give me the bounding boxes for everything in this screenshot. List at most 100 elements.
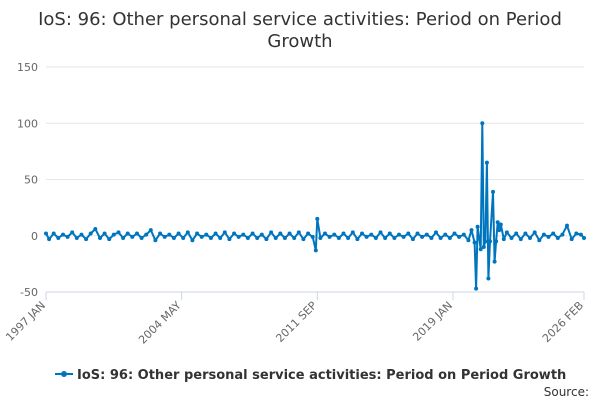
- series-point[interactable]: [461, 232, 466, 237]
- series-point[interactable]: [491, 189, 495, 194]
- series-point[interactable]: [199, 234, 204, 239]
- series-point[interactable]: [162, 234, 167, 239]
- series-point[interactable]: [457, 234, 462, 239]
- series-point[interactable]: [107, 237, 112, 242]
- series-point[interactable]: [323, 231, 327, 236]
- series-point[interactable]: [79, 232, 84, 237]
- series-point[interactable]: [492, 259, 497, 264]
- series-point[interactable]: [373, 236, 378, 240]
- series-point[interactable]: [355, 237, 360, 242]
- series-point[interactable]: [488, 239, 492, 244]
- series-point[interactable]: [484, 160, 489, 165]
- series-point[interactable]: [551, 231, 556, 236]
- series-point[interactable]: [310, 234, 315, 239]
- series-point[interactable]: [532, 230, 537, 235]
- series-point[interactable]: [350, 230, 355, 235]
- series-point[interactable]: [236, 234, 241, 239]
- series-point[interactable]: [208, 236, 213, 240]
- series-point[interactable]: [495, 220, 500, 225]
- series-point[interactable]: [336, 236, 341, 240]
- series-point[interactable]: [61, 232, 65, 237]
- series-point[interactable]: [332, 232, 337, 237]
- series-point[interactable]: [269, 230, 274, 235]
- series-point[interactable]: [565, 223, 569, 228]
- series-point[interactable]: [259, 232, 264, 237]
- series-point[interactable]: [282, 236, 287, 240]
- series-point[interactable]: [148, 228, 153, 233]
- series-point[interactable]: [378, 230, 383, 235]
- series-point[interactable]: [369, 232, 374, 237]
- series-point[interactable]: [278, 231, 283, 236]
- series-point[interactable]: [578, 232, 583, 237]
- series-point[interactable]: [264, 237, 269, 242]
- series-point[interactable]: [93, 227, 98, 231]
- series-point[interactable]: [222, 230, 227, 235]
- series-point[interactable]: [315, 216, 320, 221]
- series-point[interactable]: [190, 238, 195, 243]
- series-point[interactable]: [44, 231, 48, 236]
- series-point[interactable]: [70, 230, 75, 235]
- series-point[interactable]: [528, 236, 532, 240]
- series-point[interactable]: [84, 237, 89, 242]
- series-point[interactable]: [387, 231, 392, 236]
- series-point[interactable]: [171, 236, 176, 240]
- series-point[interactable]: [130, 234, 135, 239]
- series-point[interactable]: [401, 234, 406, 239]
- series-point[interactable]: [569, 237, 574, 242]
- series-point[interactable]: [447, 236, 452, 240]
- series-point[interactable]: [227, 237, 232, 242]
- series-point[interactable]: [47, 237, 52, 242]
- series-point[interactable]: [125, 231, 130, 236]
- series-point[interactable]: [65, 234, 70, 239]
- series-point[interactable]: [250, 231, 255, 236]
- series-point[interactable]: [88, 231, 93, 236]
- series-point[interactable]: [483, 239, 488, 244]
- series-point[interactable]: [116, 230, 121, 235]
- series-point[interactable]: [392, 236, 397, 240]
- series-point[interactable]: [139, 236, 144, 240]
- series-point[interactable]: [480, 121, 485, 126]
- series-point[interactable]: [213, 231, 218, 236]
- series-point[interactable]: [301, 237, 306, 242]
- series-point[interactable]: [410, 237, 415, 242]
- series-point[interactable]: [438, 236, 443, 240]
- series-point[interactable]: [494, 239, 499, 244]
- series-point[interactable]: [98, 236, 102, 240]
- legend[interactable]: IoS: 96: Other personal service activiti…: [55, 368, 566, 383]
- series-point[interactable]: [397, 232, 401, 237]
- series-point[interactable]: [346, 236, 351, 240]
- series-point[interactable]: [153, 238, 158, 243]
- series-point[interactable]: [415, 231, 420, 236]
- series-point[interactable]: [185, 230, 190, 235]
- series-point[interactable]: [420, 234, 425, 239]
- series-point[interactable]: [245, 236, 250, 240]
- series-point[interactable]: [424, 232, 429, 237]
- series-point[interactable]: [195, 231, 200, 236]
- series-point[interactable]: [523, 231, 528, 236]
- series-point[interactable]: [504, 230, 509, 235]
- series-point[interactable]: [306, 231, 311, 236]
- series-point[interactable]: [497, 228, 502, 233]
- series-point[interactable]: [364, 234, 369, 239]
- series-point[interactable]: [121, 236, 126, 240]
- series-point[interactable]: [509, 236, 514, 240]
- series-point[interactable]: [204, 232, 209, 237]
- series-point[interactable]: [406, 231, 411, 236]
- series-point[interactable]: [181, 236, 186, 240]
- series-point[interactable]: [383, 236, 388, 240]
- series-point[interactable]: [501, 237, 506, 242]
- series-point[interactable]: [537, 238, 542, 243]
- series-point[interactable]: [273, 236, 278, 240]
- series-line[interactable]: [45, 122, 585, 290]
- series-point[interactable]: [176, 231, 181, 236]
- series-point[interactable]: [466, 238, 471, 243]
- series-point[interactable]: [560, 232, 565, 237]
- series-point[interactable]: [474, 286, 479, 291]
- series-point[interactable]: [287, 231, 292, 236]
- series-point[interactable]: [478, 247, 483, 252]
- series-point[interactable]: [144, 232, 149, 237]
- series-point[interactable]: [102, 231, 107, 236]
- series-point[interactable]: [318, 236, 323, 240]
- series-point[interactable]: [475, 224, 480, 229]
- series-point[interactable]: [167, 232, 172, 237]
